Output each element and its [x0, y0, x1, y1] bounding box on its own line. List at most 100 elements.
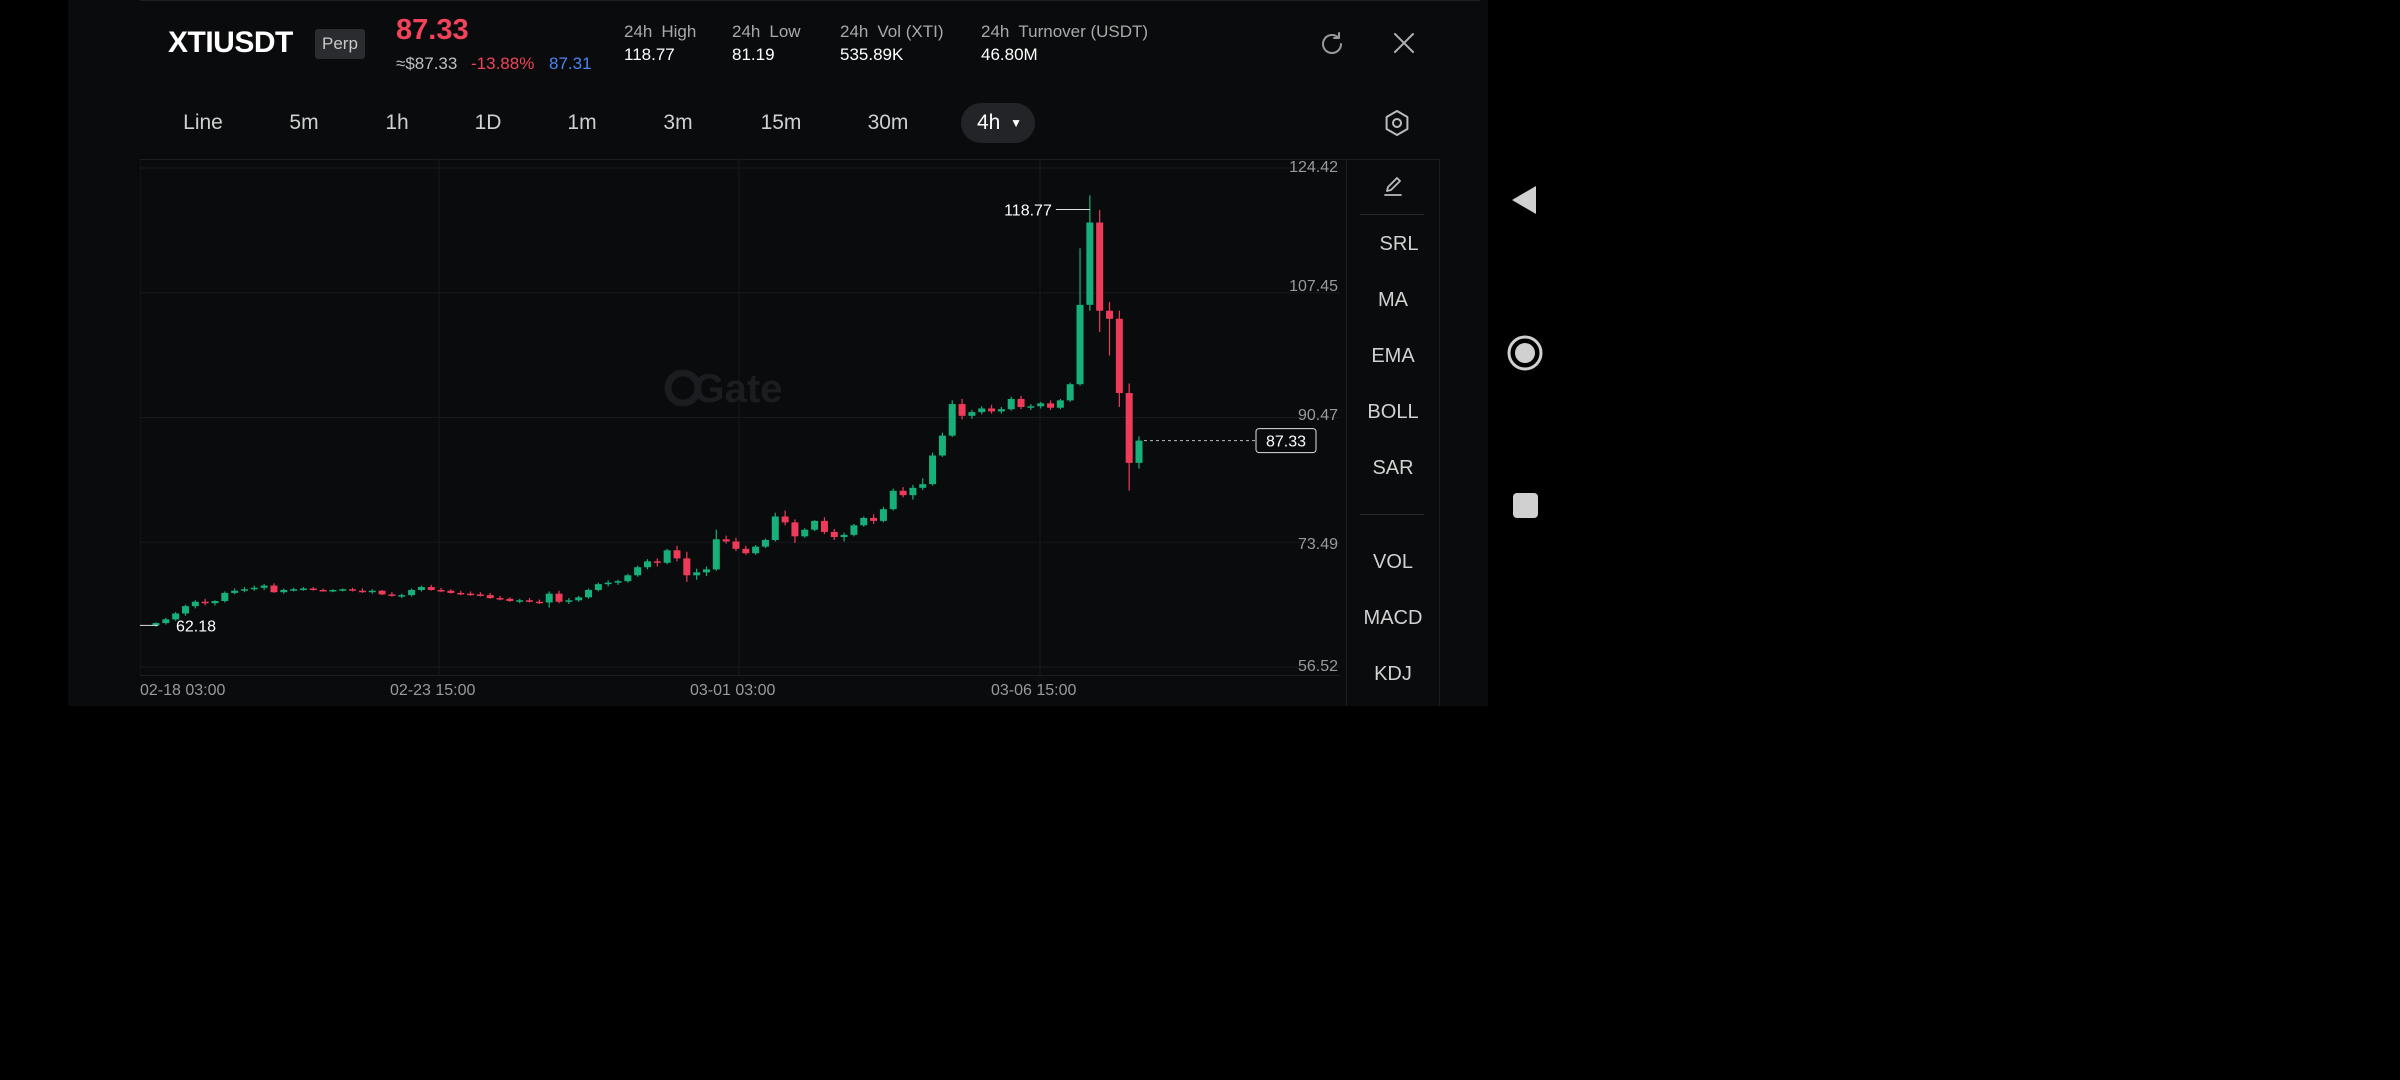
- candle-body: [1086, 222, 1094, 305]
- candle-body: [152, 623, 160, 626]
- indicator-macd[interactable]: MACD: [1363, 607, 1423, 629]
- stat-period: 24h: [732, 22, 761, 41]
- candle-body: [437, 589, 445, 592]
- stat-value: 118.77: [624, 45, 675, 64]
- y-tick-label: 90.47: [1297, 407, 1338, 424]
- candle-body: [791, 522, 799, 537]
- indicator-ma[interactable]: MA: [1378, 289, 1408, 311]
- timeframe-15m[interactable]: 15m: [760, 111, 802, 134]
- indicator-kdj[interactable]: KDJ: [1374, 663, 1412, 685]
- settings-hex-icon[interactable]: [1384, 109, 1410, 137]
- candle-body: [1135, 440, 1143, 463]
- high-price-label: 118.77: [1004, 203, 1052, 220]
- indicator-panel-border-right: [1439, 159, 1440, 706]
- candle-body: [506, 598, 514, 602]
- candle-body: [1047, 403, 1055, 408]
- candle-body: [1017, 398, 1025, 407]
- indicator-panel-border: [1346, 159, 1347, 706]
- stat-24h-turnover: 24h Turnover (USDT) 46.80M: [981, 22, 1148, 65]
- timeframe-5m[interactable]: 5m: [289, 111, 319, 134]
- indicator-boll[interactable]: BOLL: [1367, 401, 1419, 423]
- y-tick-label: 73.49: [1297, 536, 1338, 553]
- candle-body: [1056, 400, 1064, 408]
- timeframe-1m[interactable]: 1m: [567, 111, 597, 134]
- gate-watermark: Gate: [694, 367, 783, 411]
- candle-body: [929, 455, 937, 485]
- timeframe-1h[interactable]: 1h: [385, 111, 409, 134]
- candle-body: [1076, 304, 1084, 385]
- candle-body: [722, 539, 730, 542]
- timeframe-30m[interactable]: 30m: [867, 111, 909, 134]
- candle-body: [594, 584, 602, 590]
- last-price-tag: [1255, 428, 1317, 454]
- home-nav-icon[interactable]: [1506, 334, 1544, 372]
- close-icon[interactable]: [1390, 29, 1418, 57]
- candle-body: [467, 593, 475, 596]
- candle-body: [476, 594, 484, 596]
- candle-body: [299, 588, 307, 591]
- candle-body: [349, 589, 357, 591]
- candle-body: [585, 589, 593, 598]
- timeframe-3m[interactable]: 3m: [663, 111, 693, 134]
- last-price: 87.33: [396, 14, 469, 46]
- indicator-ema[interactable]: EMA: [1371, 345, 1415, 367]
- back-nav-icon[interactable]: [1510, 184, 1540, 216]
- y-tick-label: 56.52: [1297, 658, 1338, 675]
- candlestick-chart[interactable]: Gate 118.77 62.18 87.33: [140, 159, 1340, 676]
- candle-body: [624, 575, 632, 582]
- candle-body: [516, 600, 524, 602]
- candle-body: [732, 541, 740, 549]
- candle-body: [1037, 403, 1045, 407]
- candle-body: [270, 585, 278, 593]
- pencil-icon[interactable]: [1381, 175, 1405, 199]
- candle-body: [653, 561, 661, 563]
- candle-body: [181, 606, 189, 614]
- timeframe-line[interactable]: Line: [183, 111, 223, 134]
- indicator-sar[interactable]: SAR: [1372, 457, 1414, 479]
- candle-body: [683, 558, 691, 576]
- candle-body: [968, 412, 976, 416]
- candle-body: [781, 516, 789, 523]
- candle-body: [752, 546, 760, 554]
- candle-body: [447, 590, 455, 593]
- indicator-vol[interactable]: VOL: [1372, 551, 1414, 573]
- candle-body: [309, 588, 317, 591]
- candle-body: [535, 601, 543, 604]
- candle-body: [771, 516, 779, 541]
- stat-value: 535.89K: [840, 45, 904, 64]
- refresh-icon[interactable]: [1318, 30, 1346, 58]
- candle-body: [290, 589, 298, 591]
- candle-body: [231, 590, 239, 593]
- stat-24h-low: 24h Low 81.19: [732, 22, 801, 65]
- candle-body: [604, 582, 612, 585]
- top-border: [140, 0, 1480, 1]
- candle-body: [408, 589, 416, 596]
- candle-body: [339, 589, 347, 591]
- candle-body: [575, 597, 583, 601]
- stat-label: Vol (XTI): [877, 22, 944, 41]
- candle-body: [948, 404, 956, 436]
- candle-body: [378, 590, 386, 595]
- candle-body: [988, 408, 996, 412]
- caret-down-icon: ▼: [1010, 116, 1022, 130]
- indicator-srl[interactable]: SRL: [1379, 233, 1419, 255]
- candle-body: [850, 525, 858, 535]
- chart-marks: 118.77 62.18 87.33: [140, 203, 1317, 635]
- candle-body: [211, 601, 219, 604]
- timeframe-1d[interactable]: 1D: [474, 111, 502, 134]
- timeframe-4h-dropdown[interactable]: 4h ▼: [961, 103, 1035, 143]
- chart-grid: [140, 159, 1340, 676]
- candle-body: [486, 595, 494, 599]
- candle-body: [555, 593, 563, 602]
- candle-body: [860, 517, 868, 526]
- candle-body: [978, 408, 986, 413]
- candles-group: [152, 195, 1143, 627]
- y-tick-label: 124.42: [1289, 159, 1338, 176]
- stat-label: High: [661, 22, 697, 41]
- mark-price: 87.31: [549, 54, 592, 73]
- candle-body: [909, 487, 917, 496]
- candle-body: [693, 572, 701, 576]
- candle-body: [830, 531, 838, 538]
- recents-nav-icon[interactable]: [1512, 492, 1539, 519]
- candle-body: [162, 619, 170, 624]
